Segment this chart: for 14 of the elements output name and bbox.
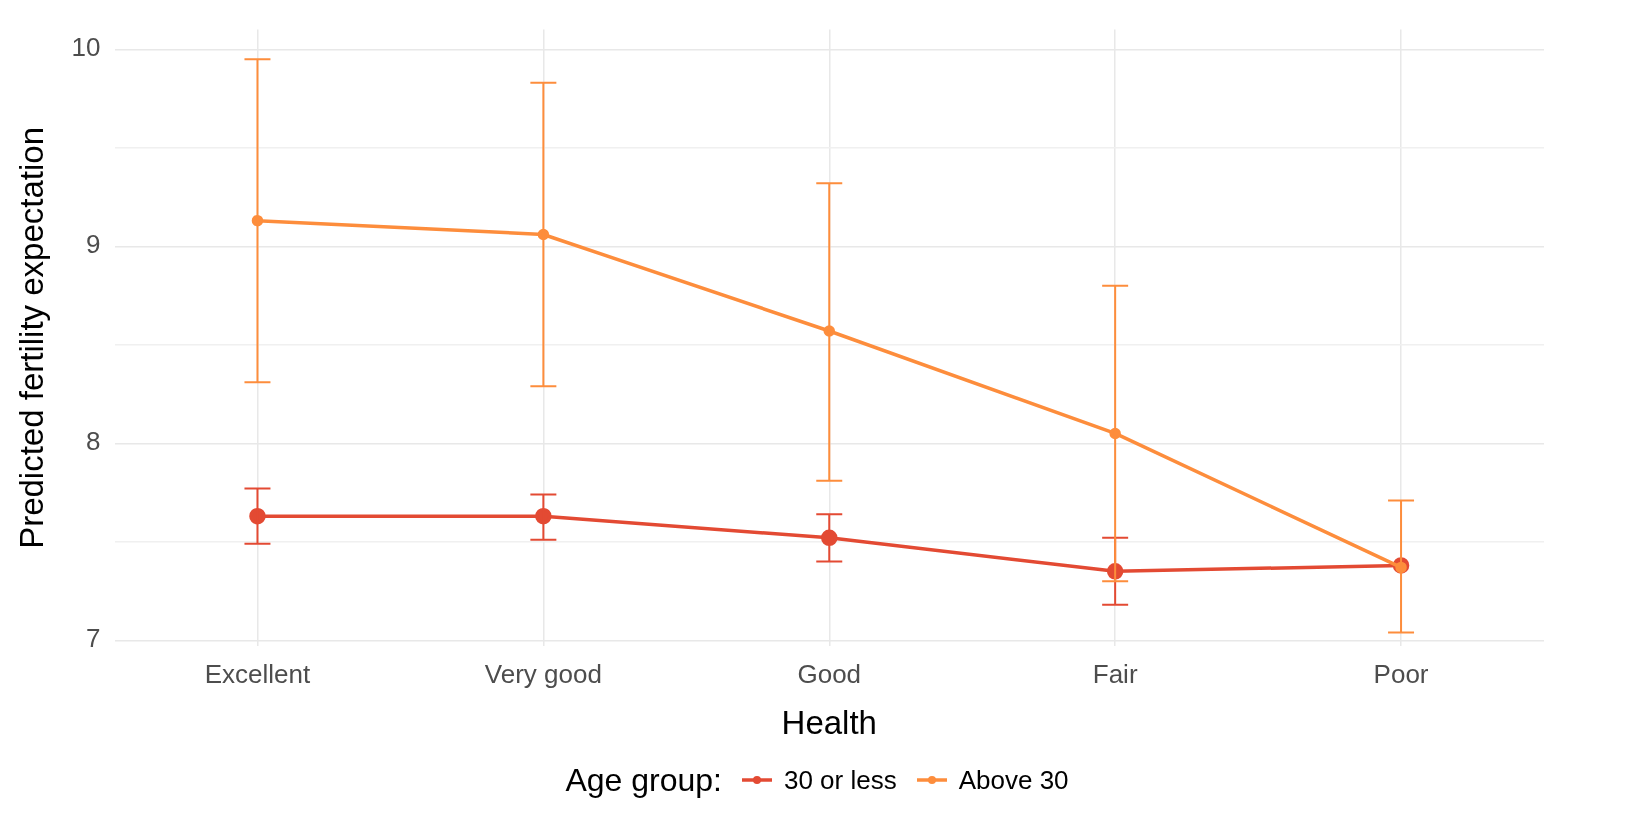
legend-title: Age group: xyxy=(565,761,722,799)
x-tick-label: Poor xyxy=(1373,658,1429,689)
y-axis-title: Predicted fertility expectation xyxy=(12,126,50,549)
y-tick-label: 9 xyxy=(86,229,101,260)
y-tick-label: 7 xyxy=(86,623,101,654)
x-tick-label: Excellent xyxy=(204,658,311,689)
x-axis-title: Health xyxy=(781,704,877,742)
y-tick-label: 8 xyxy=(86,426,101,457)
x-tick-label: Fair xyxy=(1092,658,1138,689)
x-tick-label: Very good xyxy=(484,658,602,689)
legend-label: 30 or less xyxy=(783,764,897,796)
x-tick-label: Good xyxy=(797,658,862,689)
y-tick-label: 10 xyxy=(71,32,101,63)
legend-label: Above 30 xyxy=(958,764,1069,796)
